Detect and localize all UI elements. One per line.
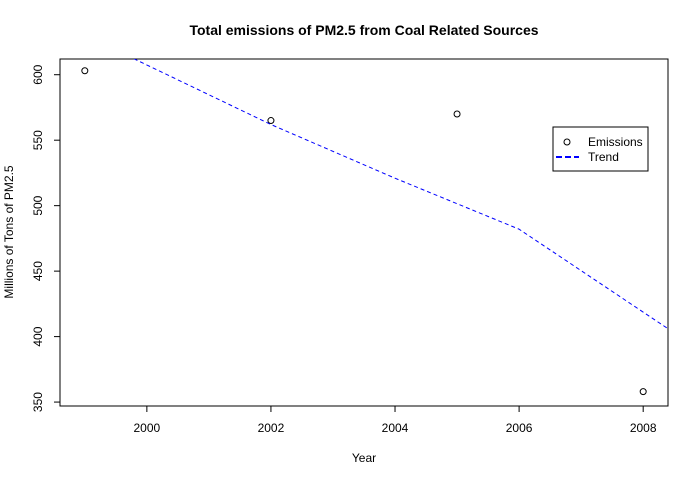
legend-emissions-swatch: [563, 138, 571, 146]
y-tick-label: 550: [31, 130, 45, 150]
plot-area: 2000 2002 2004 2006 2008 350 400 450 500 550 600: [31, 58, 669, 435]
legend-entry: Trend: [588, 150, 619, 164]
chart-title: Total emissions of PM2.5 from Coal Relat…: [189, 22, 538, 38]
y-tick-label: 350: [31, 392, 45, 412]
x-tick-label: 2008: [630, 421, 657, 435]
emission-point: [81, 67, 89, 75]
x-tick-label: 2000: [134, 421, 161, 435]
x-tick-label: 2002: [258, 421, 285, 435]
emission-point: [267, 117, 275, 125]
x-axis-label: Year: [352, 451, 376, 465]
legend-entry: Emissions: [588, 135, 643, 149]
emission-point: [453, 110, 461, 118]
x-tick-label: 2006: [506, 421, 533, 435]
emission-point: [639, 388, 647, 396]
y-tick-label: 500: [31, 195, 45, 215]
y-tick-label: 600: [31, 64, 45, 84]
y-axis-label: Millions of Tons of PM2.5: [2, 165, 16, 298]
legend-box: [552, 126, 649, 172]
y-tick-label: 450: [31, 261, 45, 281]
y-tick-label: 400: [31, 326, 45, 346]
plot-frame: [59, 58, 669, 407]
trend-line: [132, 59, 668, 330]
x-tick-label: 2004: [382, 421, 409, 435]
